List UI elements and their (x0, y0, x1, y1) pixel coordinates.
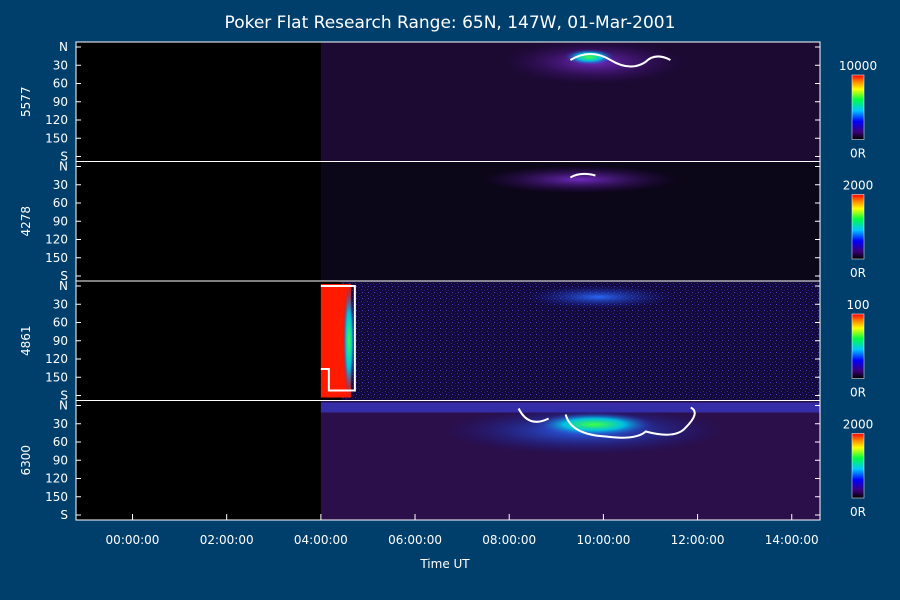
y-tick-label: 60 (53, 77, 68, 91)
x-tick-label: 06:00:00 (388, 533, 442, 547)
panel-label: 4278 (19, 206, 33, 237)
colorbar (851, 194, 865, 260)
x-tick-label: 12:00:00 (671, 533, 725, 547)
contour-line (569, 53, 671, 68)
y-tick-label: N (59, 40, 68, 54)
contour-line (517, 406, 696, 439)
panel-4278: N 30 60 90 120 150 S 4278 2000 0R (19, 160, 873, 284)
panel-label: 6300 (19, 445, 33, 476)
y-tick-label: 90 (53, 95, 68, 109)
colorbar-min-label: 0R (850, 386, 866, 400)
y-tick-label: S (60, 269, 68, 283)
y-tick-label: 30 (53, 297, 68, 311)
x-tick-label: 04:00:00 (294, 533, 348, 547)
aurora-peak (533, 412, 654, 437)
colorbar-max-label: 2000 (843, 179, 874, 193)
x-tick-label: 08:00:00 (482, 533, 536, 547)
colorbar-max-label: 10000 (839, 59, 877, 73)
y-tick-label: 30 (53, 58, 68, 72)
y-tick-label: 120 (45, 472, 68, 486)
x-tick-label: 10:00:00 (576, 533, 630, 547)
y-tick-label: N (59, 279, 68, 293)
chart-title: Poker Flat Research Range: 65N, 147W, 01… (225, 13, 676, 33)
y-tick-label: 30 (53, 417, 68, 431)
contour-line (569, 172, 596, 179)
saturation-edge (342, 284, 355, 398)
y-tick-label: 150 (45, 251, 68, 265)
y-tick-label: 150 (45, 370, 68, 384)
colorbar-max-label: 100 (847, 298, 870, 312)
y-tick-label: 90 (53, 453, 68, 467)
aurora-peak (564, 49, 615, 65)
panel-5577: N 30 60 90 120 150 S 5577 10000 0R (19, 40, 877, 164)
y-tick-label: S (60, 508, 68, 522)
aurora-band (523, 285, 674, 309)
y-tick-label: 60 (53, 316, 68, 330)
y-tick-label: 90 (53, 214, 68, 228)
panel-label: 5577 (19, 86, 33, 117)
y-tick-label: 150 (45, 131, 68, 145)
y-tick-label: 120 (45, 113, 68, 127)
colorbar (851, 74, 865, 140)
panel-label: 4861 (19, 325, 33, 356)
panel-4861: N 30 60 90 120 150 S 4861 100 0R (19, 279, 869, 403)
y-tick-label: 60 (53, 435, 68, 449)
y-tick-label: N (59, 399, 68, 413)
y-tick-label: 120 (45, 233, 68, 247)
colorbar (851, 433, 865, 499)
y-tick-label: S (60, 150, 68, 164)
panel-6300: N 30 60 90 120 150 S 6300 2000 0R (19, 399, 873, 523)
y-tick-label: 30 (53, 178, 68, 192)
y-tick-label: 90 (53, 334, 68, 348)
x-tick-label: 14:00:00 (765, 533, 819, 547)
colorbar-min-label: 0R (850, 505, 866, 519)
aurora-band (479, 165, 680, 194)
x-axis-label: Time UT (419, 557, 470, 571)
x-tick-label: 00:00:00 (106, 533, 160, 547)
y-tick-label: S (60, 389, 68, 403)
colorbar-min-label: 0R (850, 147, 866, 161)
colorbar (851, 313, 865, 379)
y-tick-label: 150 (45, 490, 68, 504)
colorbar-min-label: 0R (850, 266, 866, 280)
contour-line (320, 285, 356, 392)
x-tick-label: 02:00:00 (200, 533, 254, 547)
y-tick-label: N (59, 160, 68, 174)
y-tick-label: 60 (53, 196, 68, 210)
colorbar-max-label: 2000 (843, 418, 874, 432)
y-tick-label: 120 (45, 352, 68, 366)
